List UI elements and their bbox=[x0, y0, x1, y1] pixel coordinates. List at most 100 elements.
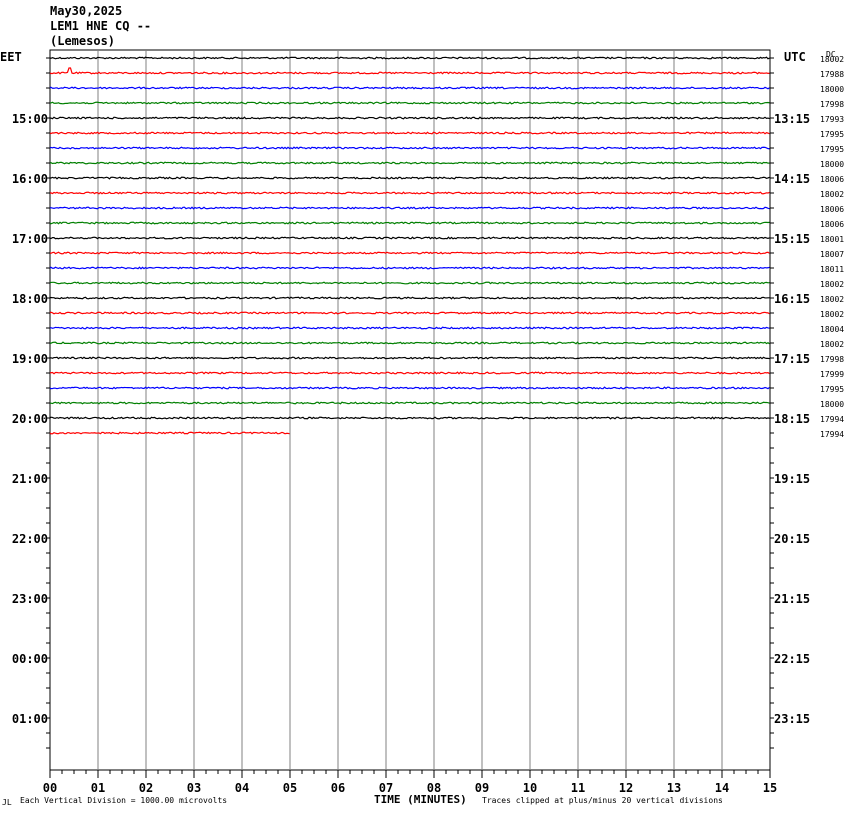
left-time-label: 18:00 bbox=[12, 292, 48, 306]
trace-line bbox=[49, 206, 770, 210]
station-label: LEM1 HNE CQ -- bbox=[50, 19, 152, 33]
x-tick-label: 14 bbox=[715, 781, 729, 795]
trace-line bbox=[50, 176, 770, 180]
x-tick-label: 09 bbox=[475, 781, 489, 795]
trace-line bbox=[49, 341, 770, 345]
footer-mark: JL bbox=[2, 798, 12, 807]
right-time-label: 18:15 bbox=[774, 412, 810, 426]
trace-line bbox=[49, 311, 770, 315]
trace-line bbox=[49, 326, 770, 330]
x-tick-label: 06 bbox=[331, 781, 345, 795]
x-axis-title: TIME (MINUTES) bbox=[374, 793, 467, 806]
dc-header: DC bbox=[826, 50, 836, 59]
x-tick-label: 08 bbox=[427, 781, 441, 795]
right-time-label: 23:15 bbox=[774, 712, 810, 726]
dc-offset-label: 18006 bbox=[820, 175, 844, 184]
dc-offset-label: 18002 bbox=[820, 340, 844, 349]
dc-offset-label: 17999 bbox=[820, 370, 844, 379]
dc-offset-label: 17995 bbox=[820, 385, 844, 394]
right-time-label: 16:15 bbox=[774, 292, 810, 306]
dc-offset-label: 18006 bbox=[820, 205, 844, 214]
dc-offset-label: 18000 bbox=[820, 160, 844, 169]
left-time-label: 23:00 bbox=[12, 592, 48, 606]
trace-line bbox=[49, 67, 770, 75]
trace-line bbox=[49, 371, 770, 375]
left-time-label: 22:00 bbox=[12, 532, 48, 546]
dc-offset-label: 18011 bbox=[820, 265, 844, 274]
right-time-label: 19:15 bbox=[774, 472, 810, 486]
left-timezone-label: EET bbox=[0, 50, 22, 64]
trace-line bbox=[49, 266, 770, 270]
trace-line bbox=[49, 86, 770, 90]
dc-offset-label: 17995 bbox=[820, 145, 844, 154]
right-time-label: 21:15 bbox=[774, 592, 810, 606]
right-time-label: 17:15 bbox=[774, 352, 810, 366]
dc-offset-label: 18006 bbox=[820, 220, 844, 229]
dc-offset-label: 18000 bbox=[820, 85, 844, 94]
left-time-label: 21:00 bbox=[12, 472, 48, 486]
left-time-label: 19:00 bbox=[12, 352, 48, 366]
right-time-label: 20:15 bbox=[774, 532, 810, 546]
scale-note: Each Vertical Division = 1000.00 microvo… bbox=[20, 796, 228, 805]
dc-offset-label: 17993 bbox=[820, 115, 844, 124]
plot-frame bbox=[49, 49, 771, 771]
left-time-label: 01:00 bbox=[12, 712, 48, 726]
x-tick-label: 12 bbox=[619, 781, 633, 795]
left-time-label: 16:00 bbox=[12, 172, 48, 186]
location-label: (Lemesos) bbox=[50, 34, 116, 48]
trace-line bbox=[49, 281, 770, 285]
right-time-label: 22:15 bbox=[774, 652, 810, 666]
dc-offset-label: 18004 bbox=[820, 325, 844, 334]
right-time-label: 13:15 bbox=[774, 112, 810, 126]
dc-offset-label: 18002 bbox=[820, 190, 844, 199]
dc-offset-label: 17988 bbox=[820, 70, 844, 79]
x-tick-label: 15 bbox=[763, 781, 777, 795]
dc-offset-label: 18002 bbox=[820, 280, 844, 289]
left-time-label: 20:00 bbox=[12, 412, 48, 426]
right-time-label: 14:15 bbox=[774, 172, 810, 186]
trace-line bbox=[49, 221, 770, 225]
trace-line bbox=[49, 356, 770, 360]
x-tick-label: 01 bbox=[91, 781, 105, 795]
trace-line bbox=[49, 416, 770, 420]
dc-offset-label: 18002 bbox=[820, 310, 844, 319]
trace-line bbox=[49, 386, 770, 390]
x-tick-label: 07 bbox=[379, 781, 393, 795]
trace-line bbox=[49, 236, 770, 240]
trace-line bbox=[49, 101, 770, 105]
left-time-label: 15:00 bbox=[12, 112, 48, 126]
left-time-label: 17:00 bbox=[12, 232, 48, 246]
left-time-label: 00:00 bbox=[12, 652, 48, 666]
trace-line bbox=[49, 146, 770, 150]
dc-offset-label: 18002 bbox=[820, 295, 844, 304]
dc-offset-label: 17994 bbox=[820, 415, 844, 424]
x-tick-label: 11 bbox=[571, 781, 585, 795]
x-tick-label: 00 bbox=[43, 781, 57, 795]
dc-offset-label: 17998 bbox=[820, 355, 844, 364]
right-timezone-label: UTC bbox=[784, 50, 806, 64]
trace-line bbox=[49, 251, 770, 255]
trace-line bbox=[49, 56, 770, 60]
x-tick-label: 02 bbox=[139, 781, 153, 795]
dc-offset-label: 18000 bbox=[820, 400, 844, 409]
trace-line bbox=[49, 131, 770, 135]
clip-note: Traces clipped at plus/minus 20 vertical… bbox=[482, 796, 723, 805]
trace-line bbox=[49, 401, 770, 405]
x-tick-label: 04 bbox=[235, 781, 249, 795]
dc-offset-label: 18001 bbox=[820, 235, 844, 244]
dc-offset-label: 17998 bbox=[820, 100, 844, 109]
x-tick-label: 05 bbox=[283, 781, 297, 795]
x-tick-label: 13 bbox=[667, 781, 681, 795]
x-tick-label: 10 bbox=[523, 781, 537, 795]
dc-offset-label: 18002 bbox=[820, 55, 844, 64]
dc-offset-label: 17994 bbox=[820, 430, 844, 439]
trace-line bbox=[49, 116, 770, 120]
dc-offset-label: 17995 bbox=[820, 130, 844, 139]
right-time-label: 15:15 bbox=[774, 232, 810, 246]
trace-line bbox=[49, 296, 770, 300]
trace-line bbox=[49, 191, 770, 195]
trace-line bbox=[49, 161, 770, 165]
date-label: May30,2025 bbox=[50, 4, 123, 18]
trace-line bbox=[49, 431, 290, 435]
